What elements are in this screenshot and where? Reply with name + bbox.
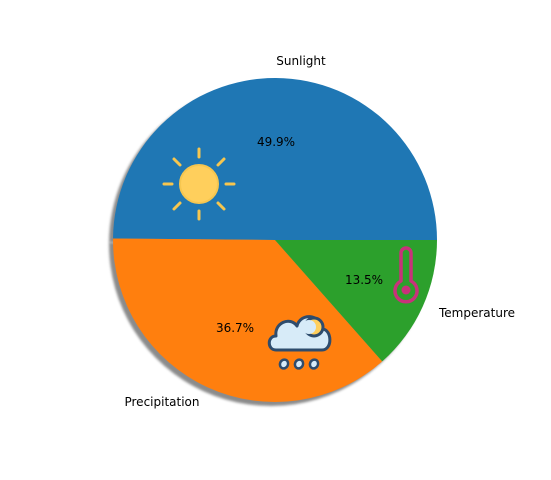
slice-label-sunlight: Sunlight	[276, 54, 326, 68]
pie-slice-temperature	[275, 240, 437, 362]
pie-slice-sunlight	[113, 77, 438, 240]
pct-label-sunlight: 49.9%	[257, 135, 295, 149]
rain-cloud-icon	[267, 315, 332, 370]
pct-label-precipitation: 36.7%	[216, 321, 254, 335]
pie-slices	[113, 77, 438, 402]
slice-label-precipitation: Precipitation	[124, 395, 199, 409]
sun-icon	[162, 147, 236, 221]
thermometer-icon	[393, 246, 419, 304]
pct-label-temperature: 13.5%	[345, 273, 383, 287]
slice-label-temperature: Temperature	[438, 306, 515, 320]
